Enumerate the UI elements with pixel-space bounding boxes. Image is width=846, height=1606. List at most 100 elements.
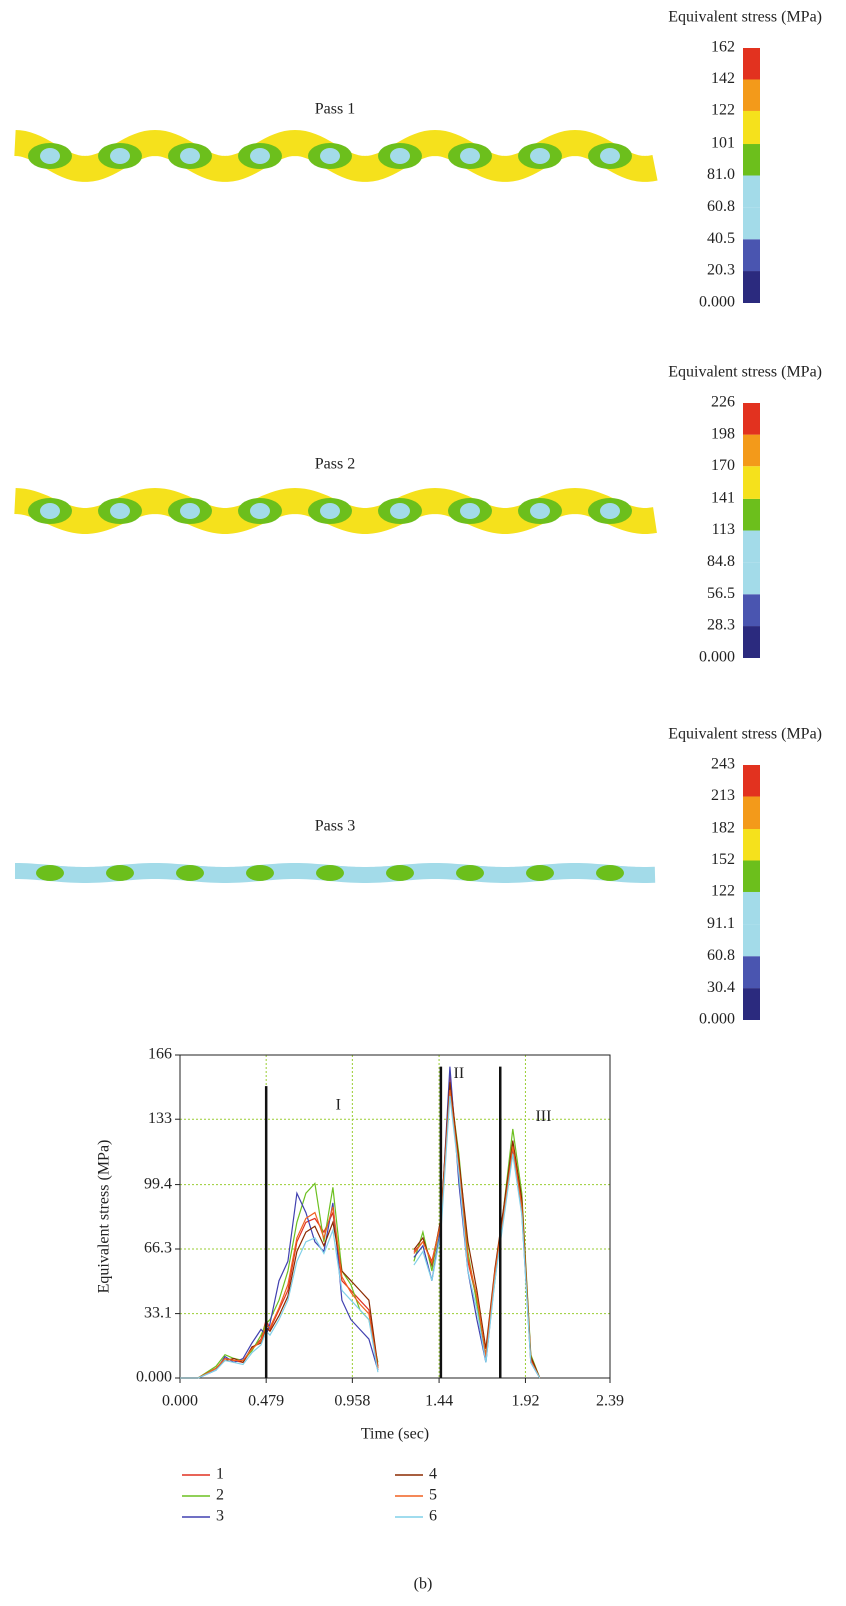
- series-line: [180, 1082, 540, 1378]
- legend-label: 1: [216, 1466, 224, 1483]
- strip-zone: [176, 865, 204, 881]
- colorbar-tick-label: 56.5: [707, 585, 735, 602]
- colorbar-band: [743, 531, 760, 563]
- colorbar-band: [743, 892, 760, 924]
- colorbar-band: [743, 176, 760, 208]
- colorbar-band: [743, 111, 760, 144]
- colorbar-tick-label: 113: [712, 521, 735, 538]
- x-tick-label: 0.479: [248, 1393, 284, 1410]
- colorbar-band: [743, 924, 760, 956]
- figure: Equivalent stress (MPa)Pass 10.00020.340…: [0, 0, 846, 1606]
- colorbar-band: [743, 562, 760, 594]
- strip-zone: [530, 148, 550, 164]
- colorbar-tick-label: 20.3: [707, 262, 735, 279]
- colorbar-tick-label: 162: [711, 39, 735, 56]
- strip-zone: [250, 148, 270, 164]
- strip-zone: [316, 865, 344, 881]
- x-tick-label: 2.39: [596, 1393, 624, 1410]
- x-tick-label: 1.92: [511, 1393, 539, 1410]
- colorbar-tick-label: 91.1: [707, 915, 735, 932]
- phase-label: III: [535, 1108, 551, 1125]
- colorbar-band: [743, 626, 760, 658]
- colorbar-tick-label: 170: [711, 457, 735, 474]
- colorbar-band: [743, 466, 760, 499]
- panel-label: Pass 2: [315, 456, 355, 473]
- colorbar-title: Equivalent stress (MPa): [668, 364, 822, 381]
- y-tick-label: 166: [148, 1046, 172, 1063]
- colorbar-band: [743, 79, 760, 110]
- colorbar-tick-label: 40.5: [707, 230, 735, 247]
- strip-zone: [320, 148, 340, 164]
- phase-label: I: [336, 1096, 341, 1113]
- strip-zone: [36, 865, 64, 881]
- colorbar-tick-label: 122: [711, 883, 735, 900]
- strip-zone: [246, 865, 274, 881]
- colorbar-band: [743, 499, 760, 531]
- colorbar-band: [743, 988, 760, 1020]
- strip-zone: [320, 503, 340, 519]
- colorbar-tick-label: 81.0: [707, 166, 735, 183]
- colorbar-tick-label: 243: [711, 756, 735, 773]
- legend-label: 5: [429, 1487, 437, 1504]
- legend-label: 3: [216, 1508, 224, 1525]
- y-tick-label: 133: [148, 1110, 172, 1127]
- strip-zone: [460, 503, 480, 519]
- colorbar-tick-label: 226: [711, 394, 735, 411]
- plot-frame: [180, 1055, 610, 1378]
- colorbar-tick-label: 84.8: [707, 553, 735, 570]
- strip-zone: [460, 148, 480, 164]
- legend-label: 6: [429, 1508, 437, 1525]
- colorbar-tick-label: 28.3: [707, 617, 735, 634]
- colorbar-tick-label: 101: [711, 135, 735, 152]
- strip-zone: [530, 503, 550, 519]
- colorbar-band: [743, 144, 760, 175]
- colorbar-tick-label: 30.4: [707, 979, 735, 996]
- legend-label: 2: [216, 1487, 224, 1504]
- colorbar-band: [743, 403, 760, 435]
- series-line: [180, 1090, 540, 1378]
- colorbar-band: [743, 239, 760, 271]
- colorbar-title: Equivalent stress (MPa): [668, 726, 822, 743]
- colorbar-title: Equivalent stress (MPa): [668, 9, 822, 26]
- strip-zone: [390, 503, 410, 519]
- strip-zone: [600, 148, 620, 164]
- strip-zone: [180, 148, 200, 164]
- panel-label: Pass 3: [315, 818, 355, 835]
- colorbar-band: [743, 271, 760, 303]
- strip-zone: [386, 865, 414, 881]
- strip-zone: [390, 148, 410, 164]
- strip-zone: [250, 503, 270, 519]
- series-line: [180, 1076, 540, 1378]
- y-tick-label: 99.4: [144, 1175, 172, 1192]
- y-tick-label: 0.000: [136, 1369, 172, 1386]
- series-line: [180, 1067, 540, 1378]
- strip-zone: [110, 503, 130, 519]
- strip-zone: [106, 865, 134, 881]
- colorbar-band: [743, 207, 760, 239]
- strip-zone: [526, 865, 554, 881]
- colorbar-tick-label: 141: [711, 490, 735, 507]
- colorbar-band: [743, 796, 760, 829]
- caption: (b): [414, 1576, 433, 1593]
- colorbar-band: [743, 48, 760, 79]
- colorbar-tick-label: 142: [711, 70, 735, 87]
- x-axis-label: Time (sec): [361, 1426, 429, 1443]
- y-tick-label: 33.1: [144, 1304, 172, 1321]
- strip-zone: [456, 865, 484, 881]
- colorbar-tick-label: 198: [711, 425, 735, 442]
- y-tick-label: 66.3: [144, 1240, 172, 1257]
- colorbar-tick-label: 60.8: [707, 198, 735, 215]
- colorbar-band: [743, 435, 760, 467]
- strip-zone: [596, 865, 624, 881]
- strip-zone: [600, 503, 620, 519]
- x-tick-label: 0.958: [334, 1393, 370, 1410]
- colorbar-band: [743, 594, 760, 626]
- colorbar-tick-label: 213: [711, 787, 735, 804]
- colorbar-tick-label: 122: [711, 102, 735, 119]
- x-tick-label: 1.44: [425, 1393, 453, 1410]
- colorbar-tick-label: 0.000: [699, 1011, 735, 1028]
- phase-label: II: [454, 1065, 465, 1082]
- colorbar-tick-label: 0.000: [699, 649, 735, 666]
- colorbar-tick-label: 152: [711, 851, 735, 868]
- colorbar-band: [743, 765, 760, 796]
